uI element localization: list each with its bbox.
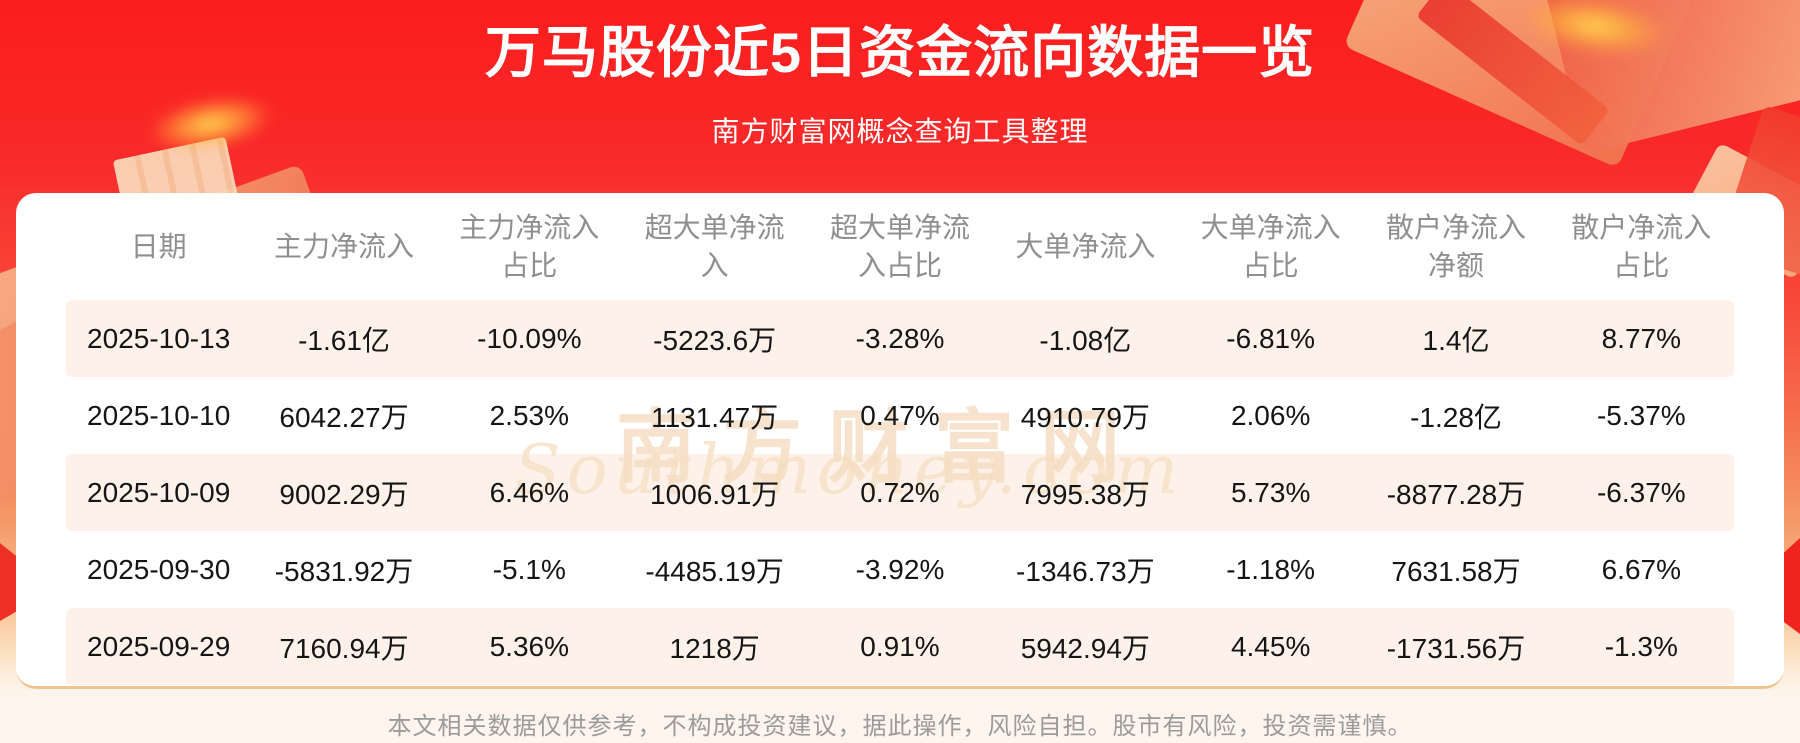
- value-cell: 7631.58万: [1391, 555, 1521, 587]
- date-cell: 2025-09-30: [87, 553, 231, 585]
- column-header: 散户净流入占比: [1549, 209, 1734, 285]
- value-cell: -1.28亿: [1410, 401, 1502, 433]
- value-cell: -1.18%: [1226, 553, 1316, 585]
- table-row: 2025-09-29 7160.94万 5.36% 1218万 0.91% 5942.94…: [66, 608, 1734, 685]
- column-header-label: 大单净流入: [1015, 230, 1156, 262]
- value-cell: -1.61亿: [298, 324, 390, 356]
- value-cell: 4910.79万: [1020, 401, 1150, 433]
- value-cell: -5831.92万: [274, 555, 414, 587]
- value-cell: -5.37%: [1596, 399, 1686, 431]
- value-cell: 5.73%: [1230, 476, 1311, 508]
- column-header: 超大单净流入占比: [807, 209, 992, 285]
- footer: 本文相关数据仅供参考，不构成投资建议，据此操作，风险自担。股市有风险，投资需谨慎…: [0, 706, 1800, 741]
- table-row: 2025-10-10 6042.27万 2.53% 1131.47万 0.47% 4910…: [66, 377, 1734, 454]
- column-header-label: 散户净流入净额: [1385, 211, 1526, 281]
- table-row: 2025-09-30 -5831.92万 -5.1% -4485.19万 -3.92% -…: [66, 531, 1734, 608]
- table-body: 2025-10-13 -1.61亿 -10.09% -5223.6万 -3.28% -1.…: [66, 300, 1734, 685]
- column-header: 散户净流入净额: [1363, 209, 1548, 285]
- value-cell: -5223.6万: [653, 324, 777, 356]
- column-header: 主力净流入: [251, 228, 436, 266]
- column-header-label: 主力净流入占比: [459, 211, 600, 281]
- value-cell: 2.06%: [1230, 399, 1311, 431]
- value-cell: 8.77%: [1601, 322, 1682, 354]
- value-cell: -10.09%: [477, 322, 582, 354]
- column-header: 日期: [66, 228, 251, 266]
- value-cell: -1346.73万: [1016, 555, 1155, 587]
- value-cell: -5.1%: [492, 553, 566, 585]
- value-cell: 6.46%: [489, 476, 570, 508]
- watermark: Southmoney.com 南方财富网: [496, 373, 1196, 733]
- column-header: 超大单净流入: [622, 209, 807, 285]
- date-cell: 2025-10-10: [87, 399, 231, 431]
- column-header-label: 大单净流入占比: [1200, 211, 1341, 281]
- column-header: 大单净流入占比: [1178, 209, 1363, 285]
- column-header: 大单净流入: [993, 228, 1178, 266]
- table-row: 2025-10-09 9002.29万 6.46% 1006.91万 0.72% 7995…: [66, 454, 1734, 531]
- value-cell: 2.53%: [489, 399, 570, 431]
- value-cell: -4485.19万: [645, 555, 784, 587]
- value-cell: 1218万: [669, 632, 760, 664]
- value-cell: 0.91%: [860, 630, 940, 662]
- page-title: 万马股份近5日资金流向数据一览: [484, 21, 1316, 84]
- value-cell: -6.81%: [1226, 322, 1316, 354]
- value-cell: 1006.91万: [650, 478, 780, 510]
- date-cell: 2025-09-29: [87, 630, 231, 662]
- value-cell: 0.47%: [860, 399, 940, 431]
- date-cell: 2025-10-09: [87, 476, 231, 508]
- value-cell: -6.37%: [1596, 476, 1686, 508]
- value-cell: 0.72%: [860, 476, 940, 508]
- value-cell: 7995.38万: [1020, 478, 1150, 510]
- column-header-label: 日期: [130, 230, 187, 262]
- date-cell: 2025-10-13: [87, 322, 231, 354]
- value-cell: 6.67%: [1601, 553, 1682, 585]
- column-header: 主力净流入占比: [437, 209, 622, 285]
- value-cell: -1.3%: [1604, 630, 1678, 662]
- value-cell: 4.45%: [1230, 630, 1311, 662]
- disclaimer-text: 本文相关数据仅供参考，不构成投资建议，据此操作，风险自担。股市有风险，投资需谨慎…: [387, 713, 1413, 740]
- value-cell: -3.92%: [855, 553, 945, 585]
- value-cell: 1131.47万: [651, 401, 779, 433]
- value-cell: -3.28%: [855, 322, 945, 354]
- fund-flow-table-card: 日期 主力净流入 主力净流入占比 超大单净流入 超大单净流入占比 大单净流入 大单净流入占比…: [16, 193, 1784, 689]
- value-cell: 7160.94万: [279, 632, 409, 664]
- column-header-label: 主力净流入: [273, 230, 414, 262]
- watermark-text-cn: 南方财富网: [616, 403, 1146, 492]
- column-header-label: 散户净流入占比: [1571, 211, 1712, 281]
- value-cell: 6042.27万: [279, 401, 409, 433]
- column-header-label: 超大单净流入占比: [829, 211, 970, 281]
- value-cell: 1.4亿: [1422, 324, 1490, 356]
- table-header-row: 日期 主力净流入 主力净流入占比 超大单净流入 超大单净流入占比 大单净流入 大单净流入占比…: [66, 193, 1734, 300]
- value-cell: 5.36%: [489, 630, 570, 662]
- value-cell: 5942.94万: [1020, 632, 1150, 664]
- value-cell: -1731.56万: [1386, 632, 1526, 664]
- column-header-label: 超大单净流入: [644, 211, 785, 281]
- table-row: 2025-10-13 -1.61亿 -10.09% -5223.6万 -3.28% -1.…: [66, 300, 1734, 377]
- value-cell: -8877.28万: [1386, 478, 1526, 510]
- watermark-text-en: Southmoney.com: [514, 431, 1185, 510]
- value-cell: -1.08亿: [1039, 324, 1132, 356]
- page-subtitle: 南方财富网概念查询工具整理: [711, 116, 1089, 147]
- value-cell: 9002.29万: [279, 478, 409, 510]
